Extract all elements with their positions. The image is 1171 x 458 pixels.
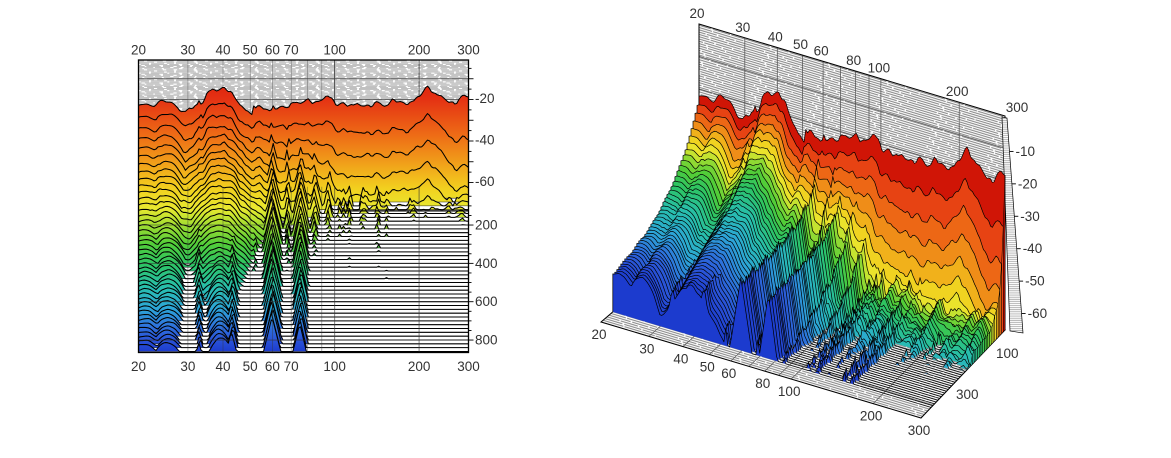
svg-text:40: 40 [768,30,783,45]
svg-text:50: 50 [243,359,258,374]
svg-text:-20: -20 [475,91,495,106]
svg-text:400: 400 [475,256,498,271]
svg-text:100: 100 [323,359,346,374]
svg-text:200: 200 [408,43,431,58]
svg-text:200: 200 [408,359,431,374]
svg-text:60: 60 [265,43,280,58]
svg-text:100: 100 [778,384,801,399]
svg-text:70: 70 [284,359,299,374]
svg-text:-20: -20 [1018,176,1038,191]
svg-text:-50: -50 [1025,274,1045,289]
svg-text:30: 30 [180,359,195,374]
svg-text:20: 20 [689,6,704,21]
svg-text:50: 50 [793,37,808,52]
svg-text:-40: -40 [1023,241,1043,256]
svg-text:100: 100 [868,61,891,76]
svg-text:300: 300 [908,423,931,438]
svg-text:30: 30 [180,43,195,58]
svg-text:-60: -60 [1028,306,1048,321]
svg-text:50: 50 [243,43,258,58]
svg-text:60: 60 [265,359,280,374]
svg-text:-30: -30 [1020,209,1040,224]
svg-text:300: 300 [457,359,480,374]
svg-text:100: 100 [323,43,346,58]
svg-text:80: 80 [755,376,770,391]
svg-text:-40: -40 [475,133,495,148]
svg-text:80: 80 [846,53,861,68]
svg-text:200: 200 [946,84,969,99]
svg-text:20: 20 [131,359,146,374]
svg-text:-60: -60 [475,174,495,189]
svg-text:40: 40 [673,352,688,367]
svg-text:30: 30 [735,20,750,35]
svg-text:-10: -10 [1016,144,1036,159]
svg-text:200: 200 [860,409,883,424]
svg-text:300: 300 [457,43,480,58]
svg-text:40: 40 [215,43,230,58]
svg-text:40: 40 [215,359,230,374]
svg-text:20: 20 [591,327,606,342]
svg-text:600: 600 [475,294,498,309]
svg-text:300: 300 [1006,100,1029,115]
svg-text:300: 300 [956,387,979,402]
svg-text:60: 60 [721,366,736,381]
svg-text:70: 70 [284,43,299,58]
svg-text:200: 200 [475,218,498,233]
svg-text:30: 30 [639,341,654,356]
svg-text:800: 800 [475,333,498,348]
svg-text:100: 100 [996,346,1019,361]
svg-text:60: 60 [814,43,829,58]
svg-text:50: 50 [700,360,715,375]
svg-text:20: 20 [131,43,146,58]
